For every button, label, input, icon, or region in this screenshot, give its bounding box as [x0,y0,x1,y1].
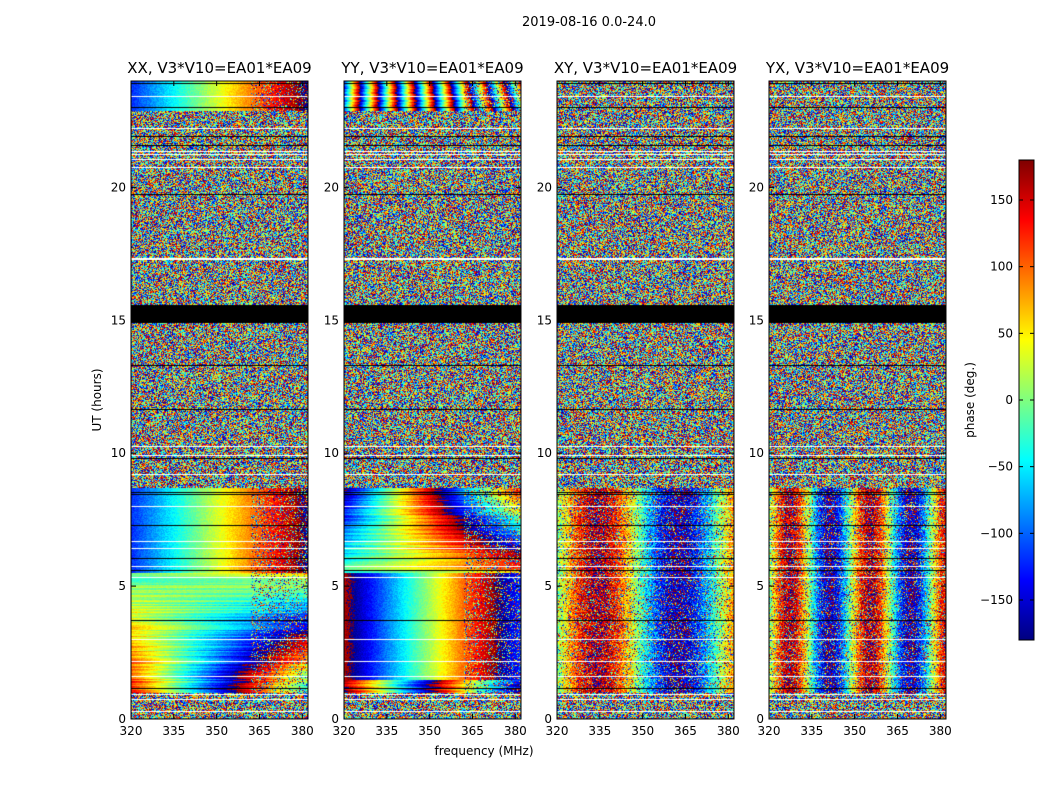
y-tick-label: 0 [544,712,552,726]
x-axis-label: frequency (MHz) [434,744,533,758]
y-tick-label: 10 [749,446,764,460]
x-tick-label: 350 [418,724,441,738]
y-tick-label: 0 [756,712,764,726]
x-tick-label: 365 [674,724,697,738]
panel-4: YX, V3*V10=EA01*EA09 320 335 350 365 380 0 5 10 1… [749,59,952,738]
y-tick-label: 5 [756,579,764,593]
panels: XX, V3*V10=EA01*EA09 320 335 350 365 380 0 5 10 1… [111,59,952,738]
panel-1: XX, V3*V10=EA01*EA09 320 335 350 365 380 0 5 10 1… [111,59,314,738]
panel-frame [343,80,522,720]
colorbar-tick-label: 0 [1005,393,1013,407]
y-tick-label: 0 [118,712,126,726]
x-tick-label: 380 [291,724,314,738]
panel-2: YY, V3*V10=EA01*EA09 320 335 350 365 380 0 5 10 1… [324,59,527,738]
x-tick-label: 335 [375,724,398,738]
x-tick-label: 335 [162,724,185,738]
y-tick-label: 15 [537,313,552,327]
panel-frame [768,80,947,720]
x-tick-label: 335 [588,724,611,738]
y-tick-label: 10 [537,446,552,460]
y-tick-label: 15 [111,313,126,327]
panel-title: XX, V3*V10=EA01*EA09 [127,59,311,77]
panel-frame [556,80,735,720]
colorbar-tick-label: 100 [990,260,1013,274]
y-tick-label: 10 [111,446,126,460]
colorbar-tick-label: 150 [990,193,1013,207]
figure-suptitle: 2019-08-16 0.0-24.0 [522,15,656,30]
x-tick-label: 365 [248,724,271,738]
heatmap-image [557,81,734,719]
colorbar-tick-label: −100 [980,526,1013,540]
heatmap-image [344,81,521,719]
heatmap-image [131,81,308,719]
colorbar: 150 100 50 0 −50 −100 −150 phase (deg.) [963,159,1035,641]
panel-3: XY, V3*V10=EA01*EA09 320 335 350 365 380 0 5 10 1… [537,59,740,738]
y-tick-label: 5 [118,579,126,593]
y-tick-label: 20 [111,180,126,194]
y-tick-label: 0 [331,712,339,726]
y-tick-label: 15 [749,313,764,327]
colorbar-label: phase (deg.) [963,362,977,438]
heatmap-image [769,81,946,719]
y-tick-label: 10 [324,446,339,460]
panel-title: YY, V3*V10=EA01*EA09 [340,59,523,77]
x-tick-label: 380 [929,724,952,738]
x-tick-label: 320 [546,724,569,738]
y-tick-label: 20 [324,180,339,194]
y-tick-label: 20 [537,180,552,194]
x-tick-label: 320 [758,724,781,738]
panel-frame [130,80,309,720]
y-tick-label: 5 [544,579,552,593]
x-tick-label: 365 [461,724,484,738]
x-tick-label: 380 [504,724,527,738]
y-tick-label: 20 [749,180,764,194]
colorbar-tick-label: −150 [980,593,1013,607]
x-tick-label: 365 [886,724,909,738]
colorbar-tick-label: 50 [998,326,1013,340]
x-tick-label: 350 [843,724,866,738]
y-tick-label: 5 [331,579,339,593]
panel-title: YX, V3*V10=EA01*EA09 [765,59,949,77]
x-tick-label: 320 [120,724,143,738]
x-tick-label: 335 [800,724,823,738]
x-tick-label: 380 [717,724,740,738]
panel-title: XY, V3*V10=EA01*EA09 [554,59,737,77]
y-axis-label: UT (hours) [90,368,104,431]
y-tick-label: 15 [324,313,339,327]
x-tick-label: 320 [333,724,356,738]
colorbar-tick-label: −50 [988,460,1013,474]
x-tick-label: 350 [631,724,654,738]
x-tick-label: 350 [205,724,228,738]
